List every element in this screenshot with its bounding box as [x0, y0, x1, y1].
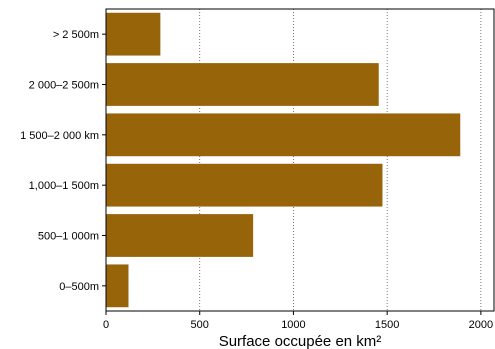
category-label: 500–1 000m	[38, 231, 99, 243]
bar	[106, 113, 461, 157]
bar	[106, 264, 129, 308]
bar	[106, 12, 161, 56]
bar	[106, 214, 254, 257]
grid-lines	[199, 9, 482, 311]
x-tick-labels: 0 500 1000 1500 2000	[103, 311, 493, 331]
category-label: 1,000–1 500m	[29, 180, 99, 192]
bars	[106, 12, 461, 308]
x-tick-label: 2000	[469, 319, 493, 331]
x-tick-label: 1000	[281, 319, 305, 331]
bar	[106, 63, 379, 106]
bar	[106, 163, 383, 207]
x-tick-label: 500	[191, 319, 209, 331]
category-label: > 2 500m	[53, 29, 99, 41]
plot-frame	[105, 8, 495, 312]
category-labels: > 2 500m 2 000–2 500m 1 500–2 000 km 1,000–…	[20, 29, 106, 293]
x-tick-label: 1500	[375, 319, 399, 331]
x-axis-title: Surface occupée en km²	[219, 333, 382, 349]
category-label: 2 000–2 500m	[29, 80, 99, 92]
category-label: 0–500m	[59, 281, 99, 293]
x-tick-label: 0	[103, 319, 109, 331]
category-label: 1 500–2 000 km	[20, 130, 99, 142]
